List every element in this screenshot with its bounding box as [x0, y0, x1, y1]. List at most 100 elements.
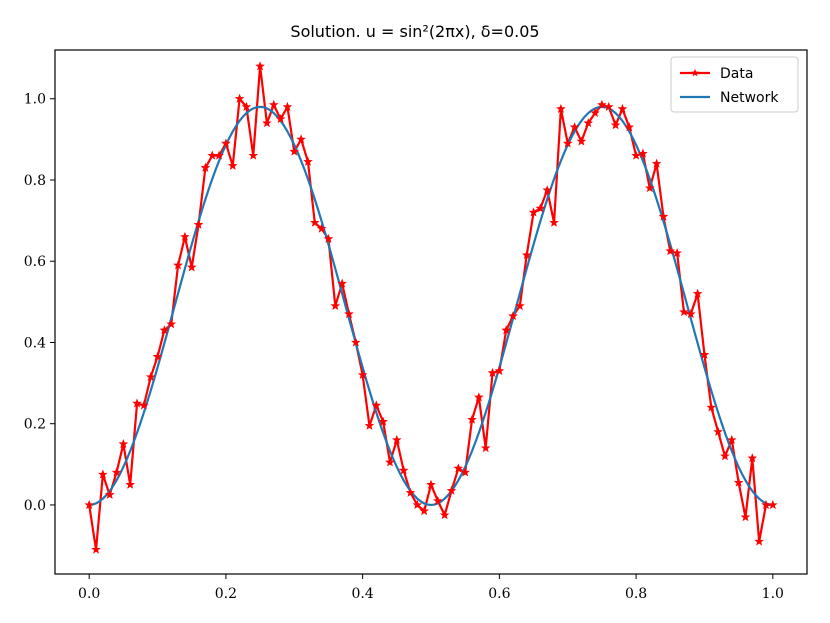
- data-point: [562, 138, 573, 148]
- data-point: [357, 369, 368, 380]
- data-point: [91, 544, 101, 554]
- data-point: [303, 156, 313, 166]
- data-point: [316, 223, 327, 233]
- data-point: [467, 414, 477, 424]
- data-point: [385, 457, 395, 467]
- data-point: [651, 158, 662, 168]
- data-point: [132, 398, 142, 408]
- legend-data-label: Data: [720, 66, 753, 82]
- data-point: [248, 150, 259, 160]
- data-point: [508, 311, 518, 321]
- data-point: [686, 308, 696, 319]
- data-point: [439, 510, 450, 520]
- data-point: [330, 300, 341, 310]
- legend: Data Network: [670, 56, 799, 113]
- data-point: [104, 489, 115, 499]
- y-tick-label: 0.0: [24, 498, 46, 514]
- data-point: [460, 467, 470, 477]
- data-point: [720, 451, 730, 461]
- data-point: [692, 288, 703, 298]
- data-point: [364, 420, 375, 430]
- data-point: [221, 138, 231, 148]
- data-point: [193, 219, 204, 229]
- data-point: [378, 416, 388, 426]
- data-point: [658, 211, 669, 221]
- data-point: [166, 319, 177, 329]
- data-point: [433, 495, 443, 505]
- data-point: [453, 463, 464, 473]
- data-point: [583, 118, 594, 128]
- data-point: [241, 101, 252, 111]
- chart-title: Solution. u = sin²(2πx), δ=0.05: [290, 22, 539, 41]
- data-point: [98, 469, 108, 479]
- data-point: [118, 438, 129, 449]
- data-point: [282, 101, 293, 111]
- data-point: [740, 512, 751, 522]
- data-point: [337, 278, 347, 288]
- data-point: [597, 99, 607, 109]
- data-point: [556, 103, 566, 113]
- data-point: [173, 260, 183, 270]
- data-point: [405, 487, 416, 497]
- series-layer: [84, 61, 778, 554]
- ticks-layer: 0.0 0.2 0.4 0.6 0.8 1.0 0.0 0.2 0.4 0.6 0.8 1.0: [24, 92, 784, 602]
- data-point: [289, 146, 300, 156]
- data-point: [200, 162, 211, 172]
- data-point: [180, 231, 190, 241]
- data-point: [549, 217, 559, 227]
- data-point: [638, 148, 648, 158]
- data-point: [754, 536, 764, 546]
- data-point: [576, 136, 587, 146]
- data-point: [515, 300, 525, 310]
- data-point: [610, 120, 621, 130]
- y-tick-label: 0.4: [24, 335, 46, 351]
- data-point: [521, 250, 532, 260]
- data-point: [145, 371, 156, 382]
- data-point: [487, 367, 498, 378]
- x-tick-label: 0.6: [488, 586, 510, 602]
- data-point: [727, 434, 737, 445]
- data-point: [426, 479, 436, 489]
- series-network-line: [89, 105, 773, 507]
- data-point: [706, 402, 717, 412]
- data-point: [207, 150, 218, 160]
- data-point: [747, 453, 758, 463]
- data-point: [255, 61, 265, 71]
- data-point: [344, 308, 354, 319]
- data-point: [665, 246, 676, 256]
- data-point: [234, 93, 245, 103]
- y-tick-label: 1.0: [24, 92, 46, 108]
- data-point: [419, 506, 429, 516]
- data-point: [412, 499, 423, 510]
- y-tick-label: 0.6: [24, 254, 46, 270]
- data-point: [699, 349, 710, 359]
- data-point: [501, 325, 511, 335]
- y-tick-label: 0.2: [24, 417, 46, 433]
- data-point: [713, 426, 723, 436]
- y-tick-label: 0.8: [24, 173, 46, 189]
- x-tick-label: 0.8: [625, 586, 647, 602]
- data-point: [768, 499, 778, 510]
- data-point: [569, 122, 580, 132]
- data-point: [186, 262, 197, 272]
- data-point: [111, 467, 122, 477]
- data-point: [392, 434, 402, 445]
- x-tick-label: 0.4: [352, 586, 374, 602]
- data-point: [152, 351, 163, 361]
- data-point: [398, 465, 409, 475]
- data-point: [446, 485, 457, 495]
- legend-network-label: Network: [720, 90, 779, 106]
- data-point: [323, 233, 334, 243]
- data-point: [624, 122, 635, 132]
- data-point: [268, 99, 279, 109]
- series-data-line: [88, 65, 773, 551]
- data-point: [309, 217, 320, 227]
- data-point: [494, 365, 505, 375]
- data-point: [371, 400, 382, 410]
- data-point: [617, 103, 628, 113]
- data-point: [84, 499, 94, 510]
- legend-data-marker: [691, 68, 699, 77]
- data-point: [480, 443, 491, 453]
- data-point: [159, 325, 170, 335]
- data-point: [474, 392, 484, 402]
